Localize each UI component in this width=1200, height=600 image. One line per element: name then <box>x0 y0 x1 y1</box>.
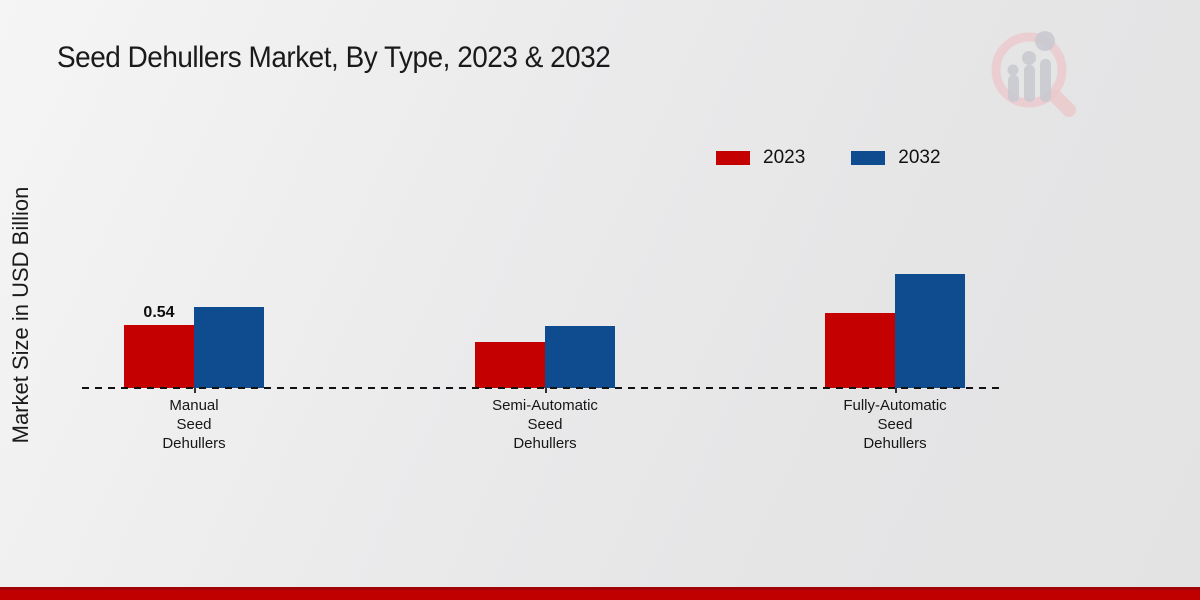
x-axis-category-label: Semi-Automatic Seed Dehullers <box>492 397 598 452</box>
x-axis-category-label: Fully-Automatic Seed Dehullers <box>843 397 947 452</box>
bar-2032-manual-seed-dehullers <box>194 307 264 388</box>
bar-value-label: 0.54 <box>143 303 175 321</box>
x-axis-category-label: Manual Seed Dehullers <box>162 397 226 452</box>
x-axis-tick <box>194 388 196 393</box>
footer-accent-bar <box>0 587 1200 600</box>
bar-2032-fully-automatic-seed-dehullers <box>895 274 965 388</box>
brand-logo-magnifier-chart-icon <box>991 31 1076 117</box>
bar-2032-semi-automatic-seed-dehullers <box>545 326 615 388</box>
legend-item-2032: 2032 <box>851 147 941 169</box>
y-axis-label: Market Size in USD Billion <box>8 186 33 444</box>
legend-item-2023: 2023 <box>716 147 805 169</box>
legend-swatch-2032 <box>851 151 886 165</box>
bar-2023-manual-seed-dehullers <box>124 325 194 388</box>
x-axis-tick <box>545 388 547 393</box>
x-axis-tick <box>895 388 897 393</box>
x-axis-dashed-baseline <box>82 387 1005 389</box>
legend-swatch-2023 <box>716 151 750 165</box>
legend-label-2032: 2032 <box>898 147 941 168</box>
chart-title: Seed Dehullers Market, By Type, 2023 & 2… <box>57 41 611 74</box>
legend: 2023 2032 <box>716 147 941 169</box>
legend-label-2023: 2023 <box>763 147 806 168</box>
bar-2023-fully-automatic-seed-dehullers <box>825 313 895 388</box>
bar-2023-semi-automatic-seed-dehullers <box>475 342 545 388</box>
